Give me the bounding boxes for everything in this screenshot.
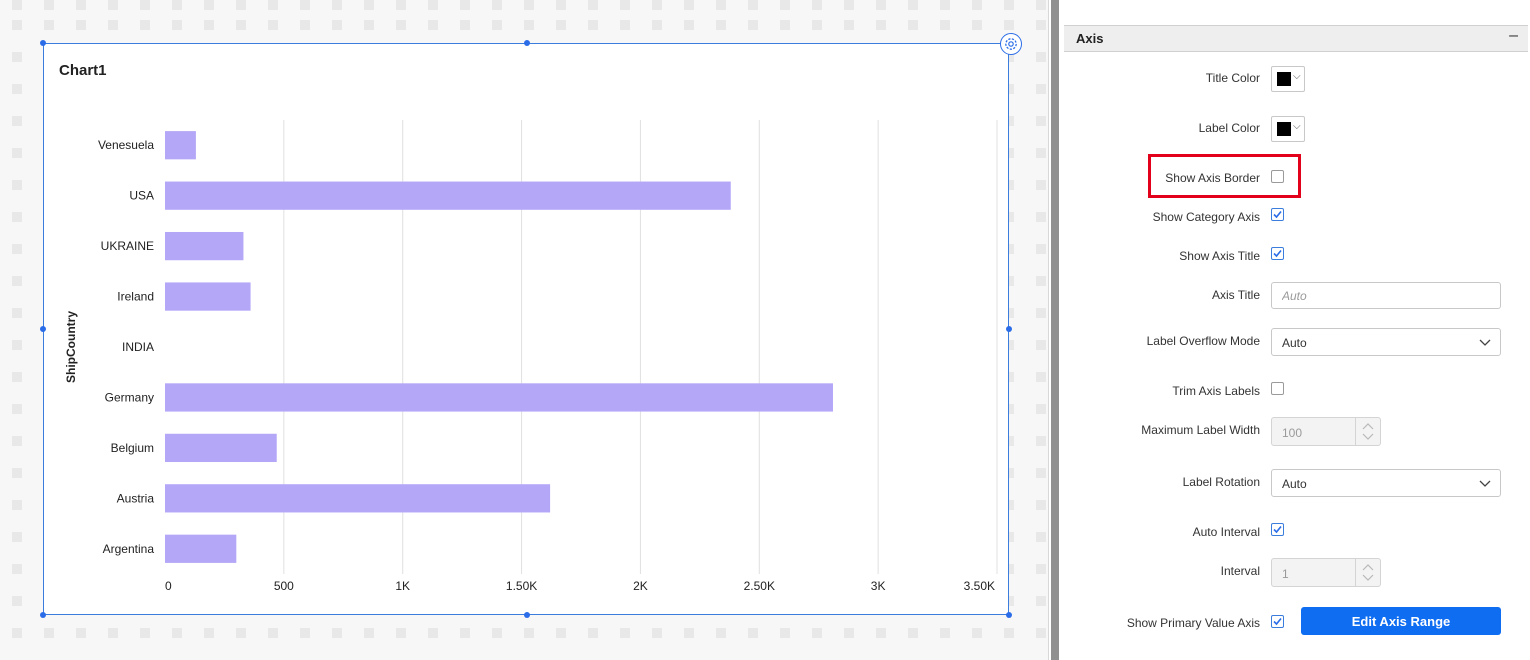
auto-interval-checkbox[interactable] bbox=[1271, 523, 1284, 536]
bar bbox=[165, 282, 251, 311]
axis-title-input[interactable] bbox=[1271, 282, 1501, 309]
bar bbox=[165, 131, 196, 160]
category-label: Ireland bbox=[117, 290, 154, 304]
axis-section-header[interactable]: Axis – bbox=[1064, 25, 1528, 52]
category-label: UKRAINE bbox=[101, 239, 154, 253]
show-category-axis-label: Show Category Axis bbox=[1152, 210, 1260, 224]
trim-axis-labels-label: Trim Axis Labels bbox=[1172, 384, 1260, 398]
section-title: Axis bbox=[1076, 31, 1104, 46]
checkmark-icon bbox=[1273, 249, 1282, 258]
x-tick-label: 3.50K bbox=[964, 579, 995, 593]
resize-handle-bottom-right[interactable] bbox=[1006, 612, 1012, 618]
show-primary-value-axis-checkbox[interactable] bbox=[1271, 615, 1284, 628]
color-swatch bbox=[1277, 72, 1291, 86]
highlight-box bbox=[1148, 154, 1301, 198]
collapse-icon[interactable]: – bbox=[1509, 27, 1518, 44]
color-swatch bbox=[1277, 122, 1291, 136]
show-axis-border-label: Show Axis Border bbox=[1165, 171, 1260, 185]
show-axis-border-checkbox[interactable] bbox=[1271, 170, 1284, 183]
label-color-label: Label Color bbox=[1198, 121, 1260, 135]
bar bbox=[165, 181, 731, 210]
chart-title: Chart1 bbox=[59, 62, 107, 79]
category-label: Belgium bbox=[111, 441, 154, 455]
bar bbox=[165, 231, 244, 261]
resize-handle-bottom-left[interactable] bbox=[40, 612, 46, 618]
bar bbox=[165, 484, 551, 513]
category-label: Austria bbox=[117, 491, 155, 505]
bar bbox=[165, 383, 833, 412]
label-overflow-mode-label: Label Overflow Mode bbox=[1146, 334, 1260, 348]
chevron-down-icon bbox=[1479, 480, 1491, 487]
resize-handle-top-left[interactable] bbox=[40, 40, 46, 46]
category-label: USA bbox=[129, 189, 154, 203]
category-label: INDIA bbox=[122, 340, 154, 354]
bar bbox=[165, 534, 237, 563]
title-color-label: Title Color bbox=[1205, 71, 1260, 85]
resize-handle-left[interactable] bbox=[40, 326, 46, 332]
label-rotation-label: Label Rotation bbox=[1182, 475, 1260, 489]
show-primary-value-axis-label: Show Primary Value Axis bbox=[1126, 616, 1260, 630]
edit-axis-range-button[interactable]: Edit Axis Range bbox=[1301, 607, 1501, 635]
label-rotation-dropdown[interactable]: Auto bbox=[1271, 469, 1501, 497]
x-tick-label: 500 bbox=[274, 579, 294, 593]
x-tick-label: 0 bbox=[165, 579, 172, 593]
interval-label: Interval bbox=[1220, 564, 1260, 578]
auto-interval-label: Auto Interval bbox=[1192, 525, 1260, 539]
x-tick-label: 2K bbox=[633, 579, 648, 593]
chevron-down-icon: ⌵ bbox=[1293, 71, 1301, 82]
chevron-down-icon bbox=[1479, 339, 1491, 346]
label-overflow-mode-dropdown[interactable]: Auto bbox=[1271, 328, 1501, 356]
properties-panel: Axis – Title Color ⌵ Label Color ⌵ Show … bbox=[1064, 0, 1530, 660]
show-axis-title-label: Show Axis Title bbox=[1179, 249, 1260, 263]
stepper-value: 100 bbox=[1282, 426, 1303, 440]
bar-chart: 0 500 1K 1.50K 2K 2.50K 3K 3.50K Venesuela USA UKR… bbox=[64, 120, 998, 593]
resize-handle-top[interactable] bbox=[524, 40, 530, 46]
title-color-picker[interactable]: ⌵ bbox=[1271, 66, 1305, 92]
gear-icon[interactable] bbox=[1000, 33, 1022, 55]
show-category-axis-checkbox[interactable] bbox=[1271, 208, 1284, 221]
category-label: Argentina bbox=[103, 542, 155, 556]
trim-axis-labels-checkbox[interactable] bbox=[1271, 382, 1284, 395]
category-label: Venesuela bbox=[98, 138, 154, 152]
resize-handle-right[interactable] bbox=[1006, 326, 1012, 332]
interval-stepper[interactable]: 1 bbox=[1271, 558, 1381, 587]
design-canvas: Chart1 0 500 1K 1.50K 2K 2.50K 3K 3.50K Venesuel… bbox=[0, 0, 1048, 660]
show-axis-title-checkbox[interactable] bbox=[1271, 247, 1284, 260]
x-tick-label: 1.50K bbox=[506, 579, 537, 593]
spin-buttons[interactable] bbox=[1355, 418, 1380, 445]
axis-title-label: Axis Title bbox=[1211, 288, 1260, 302]
label-color-picker[interactable]: ⌵ bbox=[1271, 116, 1305, 142]
category-label: Germany bbox=[105, 390, 154, 404]
maximum-label-width-label: Maximum Label Width bbox=[1141, 423, 1260, 437]
stepper-value: 1 bbox=[1282, 567, 1289, 581]
x-tick-label: 2.50K bbox=[744, 579, 775, 593]
panel-splitter[interactable] bbox=[1048, 0, 1063, 660]
x-tick-label: 3K bbox=[871, 579, 886, 593]
x-tick-label: 1K bbox=[395, 579, 410, 593]
chevron-down-icon: ⌵ bbox=[1293, 121, 1301, 132]
maximum-label-width-stepper[interactable]: 100 bbox=[1271, 417, 1381, 446]
dropdown-value: Auto bbox=[1282, 336, 1307, 350]
checkmark-icon bbox=[1273, 525, 1282, 534]
resize-handle-bottom[interactable] bbox=[524, 612, 530, 618]
bar bbox=[165, 433, 277, 463]
chart-widget[interactable]: Chart1 0 500 1K 1.50K 2K 2.50K 3K 3.50K Venesuel… bbox=[40, 33, 1022, 618]
checkmark-icon bbox=[1273, 617, 1282, 626]
checkmark-icon bbox=[1273, 210, 1282, 219]
spin-buttons[interactable] bbox=[1355, 559, 1380, 586]
dropdown-value: Auto bbox=[1282, 477, 1307, 491]
axis-title: ShipCountry bbox=[64, 311, 78, 383]
